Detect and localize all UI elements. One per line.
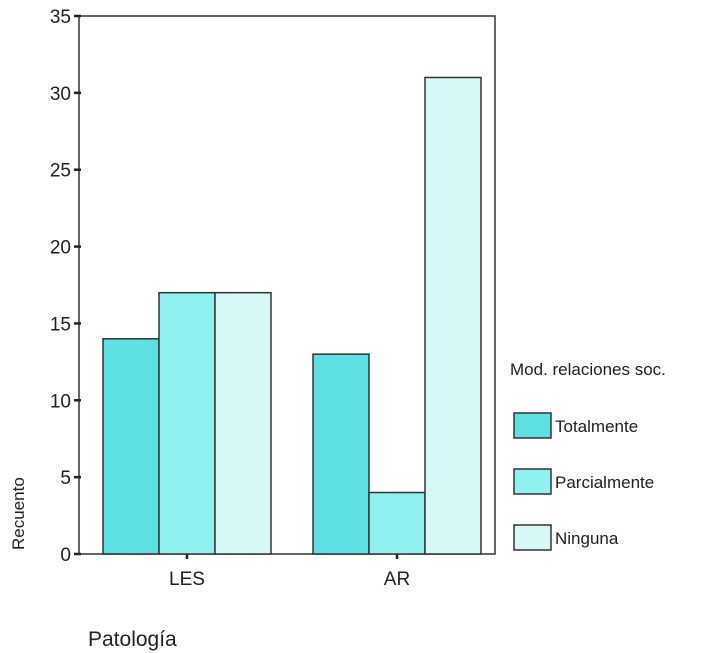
legend-label-parcialmente: Parcialmente [555,473,654,492]
legend-swatch-totalmente [513,412,552,439]
legend: Mod. relaciones soc. Totalmente Parcialme… [510,360,666,551]
bar-ar-ninguna [424,76,482,555]
x-tick-label: LES [169,569,205,590]
legend-label-ninguna: Ninguna [555,529,619,548]
bar-les-ninguna [214,291,272,555]
y-tick-label: 5 [60,468,71,489]
y-axis: 0 5 10 15 20 25 30 35 [50,7,81,566]
y-tick-label: 35 [50,7,71,28]
x-tick-label: AR [384,569,410,590]
bar-ar-totalmente [312,353,370,555]
legend-swatch-ninguna [513,524,552,551]
legend-title: Mod. relaciones soc. [510,360,666,379]
y-axis-title: Recuento [9,477,28,550]
bar-ar-parcialmente [368,491,426,555]
legend-swatch-parcialmente [513,468,552,495]
legend-label-totalmente: Totalmente [555,417,638,436]
x-axis: LES AR [169,552,410,590]
plot-frame [78,15,496,555]
y-tick-label: 0 [60,545,71,566]
bar-les-totalmente [102,338,160,555]
y-tick-label: 10 [50,391,71,412]
bars-group [102,76,482,555]
bar-les-parcialmente [158,291,216,555]
x-axis-title: Patología [88,628,177,651]
y-tick-label: 25 [50,161,71,182]
y-tick-label: 15 [50,314,71,335]
y-tick-label: 30 [50,84,71,105]
y-tick-label: 20 [50,238,71,259]
